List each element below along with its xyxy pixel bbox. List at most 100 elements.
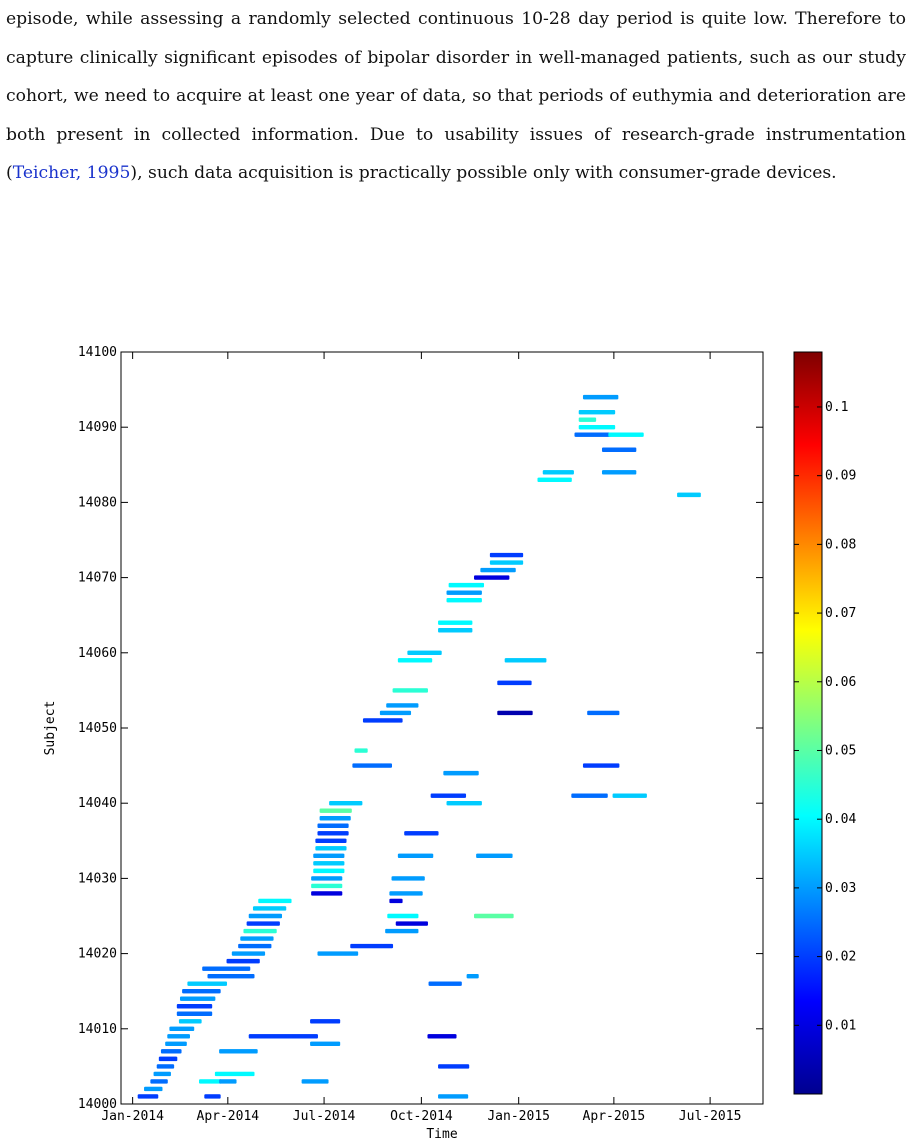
paragraph-text-1: episode, while assessing a randomly sele… bbox=[6, 9, 906, 183]
data-point bbox=[171, 1064, 175, 1069]
data-point bbox=[529, 680, 532, 686]
data-point bbox=[341, 853, 345, 859]
data-point bbox=[479, 590, 482, 595]
data-point bbox=[365, 748, 368, 753]
y-tick-label: 14040 bbox=[78, 796, 117, 811]
data-points bbox=[137, 394, 701, 1099]
colorbar-tick-label: 0.06 bbox=[825, 675, 856, 690]
data-point bbox=[279, 913, 283, 919]
data-point bbox=[465, 1094, 469, 1099]
data-point bbox=[209, 1011, 213, 1016]
data-point bbox=[509, 853, 513, 859]
data-point bbox=[346, 831, 349, 836]
data-point bbox=[435, 831, 439, 836]
colorbar-tick-label: 0.02 bbox=[825, 950, 856, 965]
x-tick-label: Oct-2014 bbox=[390, 1109, 453, 1124]
data-point bbox=[191, 1026, 195, 1031]
data-point bbox=[346, 823, 349, 828]
colorbar-tick-label: 0.04 bbox=[825, 812, 856, 827]
data-point bbox=[616, 763, 620, 768]
x-tick-label: Apr-2014 bbox=[197, 1109, 260, 1124]
y-tick-label: 14090 bbox=[78, 420, 117, 435]
citation-link[interactable]: Teicher, 1995 bbox=[12, 163, 131, 183]
data-point bbox=[422, 876, 425, 881]
colorbar-tick-label: 0.05 bbox=[825, 743, 856, 758]
data-point bbox=[466, 1064, 470, 1069]
data-point bbox=[453, 1034, 457, 1039]
data-point bbox=[459, 981, 462, 986]
data-point bbox=[184, 1041, 187, 1047]
data-point bbox=[277, 921, 280, 926]
data-point bbox=[520, 552, 524, 558]
colorbar-ticks: 0.01 0.02 0.03 0.04 0.05 0.06 0.07 0.08 0.09 0.1 bbox=[794, 400, 856, 1033]
data-point bbox=[288, 898, 292, 904]
data-point bbox=[199, 1019, 202, 1024]
data-point bbox=[343, 846, 347, 851]
plot-area: Jan-2014 Apr-2014 Jul-2014 Oct-2014 Jan-2015… bbox=[43, 345, 764, 1142]
data-point bbox=[218, 989, 221, 994]
data-point bbox=[274, 928, 277, 934]
data-point bbox=[633, 447, 637, 452]
data-point bbox=[479, 597, 482, 603]
y-tick-label: 14020 bbox=[78, 947, 117, 962]
y-axis-ticks: 14000 14010 14020 14030 14040 14050 14060 14070… bbox=[78, 345, 763, 1112]
data-point bbox=[593, 417, 597, 422]
colorbar-tick-label: 0.09 bbox=[825, 469, 856, 484]
data-point bbox=[408, 710, 412, 716]
data-point bbox=[420, 891, 423, 896]
data-point bbox=[283, 906, 287, 911]
data-point bbox=[348, 816, 351, 821]
paragraph-text-2: ), such data acquisition is practically … bbox=[130, 163, 837, 183]
colorbar-tick-label: 0.03 bbox=[825, 881, 856, 896]
data-point bbox=[209, 1004, 213, 1009]
data-point bbox=[168, 1071, 171, 1077]
data-point bbox=[415, 913, 419, 919]
y-tick-label: 14010 bbox=[78, 1022, 117, 1037]
data-point bbox=[339, 891, 343, 896]
x-tick-label: Jan-2015 bbox=[487, 1109, 550, 1124]
colorbar-tick-label: 0.07 bbox=[825, 606, 856, 621]
data-point bbox=[425, 688, 428, 693]
data-point bbox=[339, 883, 343, 889]
x-tick-label: Jan-2014 bbox=[101, 1109, 164, 1124]
data-point bbox=[262, 951, 266, 956]
data-point bbox=[339, 876, 343, 881]
y-tick-label: 14030 bbox=[78, 871, 117, 886]
data-point bbox=[218, 1094, 221, 1099]
data-point bbox=[439, 650, 442, 655]
data-point bbox=[255, 1049, 258, 1054]
data-point bbox=[511, 913, 514, 919]
y-tick-label: 14000 bbox=[78, 1097, 117, 1112]
subject-timeline-figure: Jan-2014 Apr-2014 Jul-2014 Oct-2014 Jan-2015… bbox=[43, 345, 856, 1142]
data-point bbox=[359, 801, 363, 806]
data-point bbox=[430, 853, 434, 859]
data-point bbox=[476, 770, 479, 776]
data-point bbox=[165, 1079, 168, 1084]
data-point bbox=[247, 966, 251, 971]
data-point bbox=[506, 575, 510, 580]
x-tick-label: Apr-2015 bbox=[583, 1109, 646, 1124]
y-tick-label: 14080 bbox=[78, 495, 117, 510]
data-point bbox=[520, 560, 524, 565]
data-point bbox=[543, 658, 547, 663]
data-point bbox=[616, 710, 620, 716]
colorbar-gradient bbox=[793, 351, 823, 1095]
data-point bbox=[399, 718, 403, 723]
data-point bbox=[233, 1079, 237, 1084]
colorbar-tick-label: 0.1 bbox=[825, 400, 848, 415]
data-point bbox=[187, 1034, 190, 1039]
y-axis-label: Subject bbox=[43, 701, 58, 756]
data-point bbox=[155, 1094, 159, 1099]
data-point bbox=[641, 432, 644, 437]
data-point bbox=[251, 973, 255, 979]
data-point bbox=[481, 582, 485, 588]
data-point bbox=[425, 921, 428, 926]
colorbar-tick-label: 0.08 bbox=[825, 537, 856, 552]
data-point bbox=[315, 1034, 318, 1039]
data-point bbox=[390, 943, 394, 949]
data-point bbox=[341, 861, 345, 866]
data-point bbox=[463, 793, 467, 798]
colorbar-tick-label: 0.01 bbox=[825, 1018, 856, 1033]
data-point bbox=[178, 1049, 182, 1054]
data-point bbox=[612, 409, 616, 415]
